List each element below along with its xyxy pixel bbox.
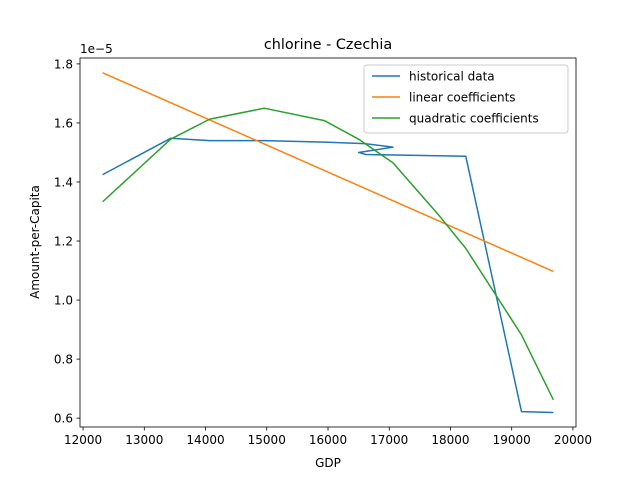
x-axis-label: GDP: [315, 456, 341, 470]
x-tick-label: 16000: [309, 433, 347, 447]
y-axis-label: Amount-per-Capita: [28, 185, 42, 299]
y-tick-label: 0.8: [54, 353, 73, 367]
series-line-0: [102, 137, 554, 414]
y-tick-label: 0.6: [54, 412, 73, 426]
x-tick-label: 20000: [554, 433, 592, 447]
chart-title: chlorine - Czechia: [264, 37, 392, 53]
legend: historical data linear coefficients quadra…: [363, 64, 569, 134]
legend-label-2: quadratic coefficients: [409, 112, 539, 126]
y-tick-label: 1.8: [54, 57, 73, 71]
legend-label-1: linear coefficients: [409, 91, 516, 105]
legend-label-0: historical data: [409, 70, 495, 84]
y-tick-label: 1.2: [54, 235, 73, 249]
x-tick-label: 13000: [125, 433, 163, 447]
x-tick-label: 19000: [493, 433, 531, 447]
x-tick-label: 14000: [186, 433, 224, 447]
x-tick-label: 12000: [64, 433, 102, 447]
plot-area: 12000 13000 14000 15000 16000 17000 18000 19000…: [54, 57, 592, 447]
y-tick-label: 1.6: [54, 116, 73, 130]
y-tick-label: 1.0: [54, 294, 73, 308]
x-tick-label: 18000: [431, 433, 469, 447]
legend-box: [363, 64, 569, 134]
series-line-2: [102, 107, 555, 401]
series-line-1: [102, 72, 554, 273]
y-axis-offset-label: 1e−5: [80, 42, 113, 56]
x-tick-label: 15000: [248, 433, 286, 447]
y-tick-label: 1.4: [54, 175, 73, 189]
x-tick-label: 17000: [370, 433, 408, 447]
